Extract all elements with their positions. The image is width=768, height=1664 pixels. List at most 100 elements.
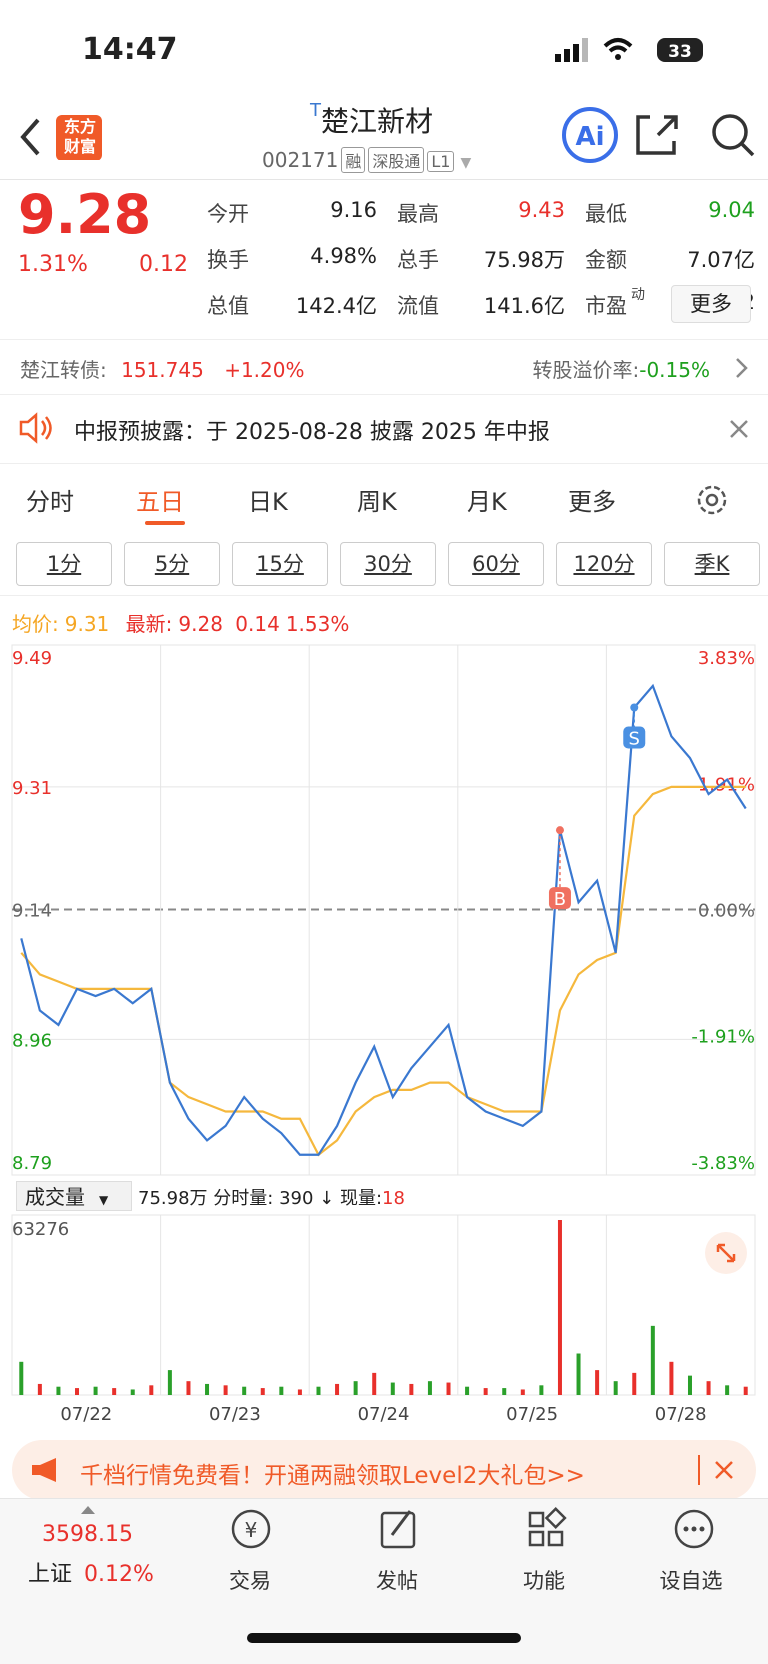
plot-frame: [11, 644, 756, 1176]
last-label: 最新:: [125, 612, 173, 636]
tab[interactable]: 周K: [357, 488, 397, 516]
subtab[interactable]: 1分: [16, 542, 112, 586]
nav-item[interactable]: 交易: [229, 1569, 271, 1593]
annotation-badge: [548, 887, 571, 910]
subtab[interactable]: 120分: [556, 542, 652, 586]
nav-icons: ¥: [231, 1507, 714, 1549]
more-button[interactable]: 更多: [671, 285, 751, 323]
tab-underline: [145, 521, 185, 525]
banner[interactable]: [12, 1440, 756, 1500]
field-value: 75.98万: [483, 248, 565, 272]
subtab[interactable]: 季K: [664, 542, 760, 586]
code-row: 002171 融深股通 L1 ▼: [262, 147, 472, 173]
subtab[interactable]: 15分: [232, 542, 328, 586]
volume-bar: [242, 1386, 247, 1395]
field-label: 最高: [397, 202, 439, 226]
field-label: 今开: [207, 202, 249, 226]
volume-bar: [409, 1383, 414, 1395]
volume-bar: [297, 1389, 302, 1395]
volume-bar: [167, 1370, 172, 1395]
volume-bar: [427, 1381, 432, 1395]
close-icon[interactable]: [728, 418, 750, 440]
megaphone: [32, 1458, 56, 1482]
avg-value: 9.31: [64, 612, 110, 636]
notice-bar[interactable]: [0, 394, 768, 464]
premium-label: 转股溢价率:: [532, 358, 640, 382]
banner-close[interactable]: [713, 1459, 735, 1481]
change-pct: 1.31%: [18, 252, 88, 277]
volume-bar: [465, 1386, 470, 1395]
field-label: 总值: [207, 294, 249, 318]
volume-bar: [112, 1388, 117, 1395]
clock: 14:47: [82, 32, 178, 67]
volume-bar: [56, 1386, 61, 1395]
volume-bar: [316, 1386, 321, 1395]
nav-item[interactable]: 功能: [523, 1569, 565, 1593]
tab[interactable]: 分时: [26, 488, 74, 516]
index-row: 上证 0.12%: [28, 1556, 154, 1588]
tab[interactable]: 更多: [568, 488, 616, 516]
tab[interactable]: 日K: [248, 488, 288, 516]
tab[interactable]: 月K: [467, 488, 507, 516]
volume-bar: [669, 1361, 674, 1395]
tag: 融: [341, 147, 366, 173]
divider: [0, 179, 768, 180]
minute-value: 390: [279, 1188, 314, 1209]
volume-bar: [502, 1388, 507, 1395]
volume-bar: [75, 1388, 80, 1395]
index-value[interactable]: 3598.15: [42, 1522, 133, 1547]
y-tick-label: 8.79: [12, 1153, 52, 1174]
tab[interactable]: 五日: [136, 488, 184, 516]
notice: 中报预披露：于 2025-08-28 披露 2025 年中报: [74, 414, 550, 446]
status-icons: 33: [555, 38, 703, 62]
bond-row[interactable]: 楚江转债: 151.745 +1.20%: [20, 354, 304, 383]
volume-bar: [335, 1383, 340, 1395]
volume-bar: [372, 1372, 377, 1395]
home-indicator: [247, 1633, 521, 1643]
volume-bar: [279, 1386, 284, 1395]
subtab[interactable]: 5分: [124, 542, 220, 586]
volume-header: 75.98万 分时量: 390 ↓ 现量:18: [138, 1188, 405, 1209]
volume-bar: [205, 1383, 210, 1395]
expand-icon[interactable]: [704, 1231, 748, 1275]
volume-bar: [353, 1381, 358, 1395]
y2-tick-label: -3.83%: [691, 1153, 755, 1174]
annotation-dot: [630, 703, 639, 712]
nav-item[interactable]: 发帖: [376, 1569, 418, 1593]
svg-text:¥: ¥: [245, 1518, 258, 1542]
notice-title: 中报预披露：: [74, 420, 207, 445]
bond-label: 楚江转债:: [20, 358, 107, 382]
y-tick-label: 9.49: [12, 648, 52, 669]
settings-icon[interactable]: [694, 482, 730, 518]
speaker-icon: [19, 412, 52, 444]
price: 9.28: [18, 183, 152, 246]
y-tick-label: 9.14: [12, 901, 52, 922]
y2-tick-label: 0.00%: [698, 901, 755, 922]
index-name: 上证: [28, 1562, 73, 1587]
field-value: 9.04: [708, 198, 755, 222]
volume-bar: [595, 1370, 600, 1395]
header-left[interactable]: [18, 115, 108, 160]
header-right[interactable]: Ai: [560, 105, 760, 165]
premium: 转股溢价率:-0.15%: [532, 354, 710, 383]
volume-bar: [483, 1388, 488, 1395]
volume-bar: [743, 1386, 748, 1395]
name: 楚江新材: [321, 105, 434, 138]
subtab[interactable]: 60分: [448, 542, 544, 586]
battery: 33: [668, 42, 692, 62]
volume-bar: [725, 1385, 730, 1395]
volume-bar: [19, 1361, 24, 1395]
ai-button[interactable]: Ai: [575, 122, 604, 152]
banner-text: 千档行情免费看！开通两融领取Level2大礼包>>: [80, 1463, 585, 1489]
volume-total: 75.98万: [138, 1188, 208, 1209]
y-tick-label: 8.96: [12, 1030, 52, 1051]
volume-label: 成交量: [25, 1185, 85, 1209]
minute-label: 分时量:: [213, 1188, 274, 1209]
index-change: 0.12%: [84, 1562, 154, 1587]
volume-bar: [223, 1385, 228, 1395]
x-tick-label: 07/23: [209, 1404, 261, 1425]
subtab[interactable]: 30分: [340, 542, 436, 586]
volume-selector[interactable]: 成交量 ▼: [16, 1181, 132, 1211]
nav-item[interactable]: 设自选: [659, 1569, 723, 1593]
